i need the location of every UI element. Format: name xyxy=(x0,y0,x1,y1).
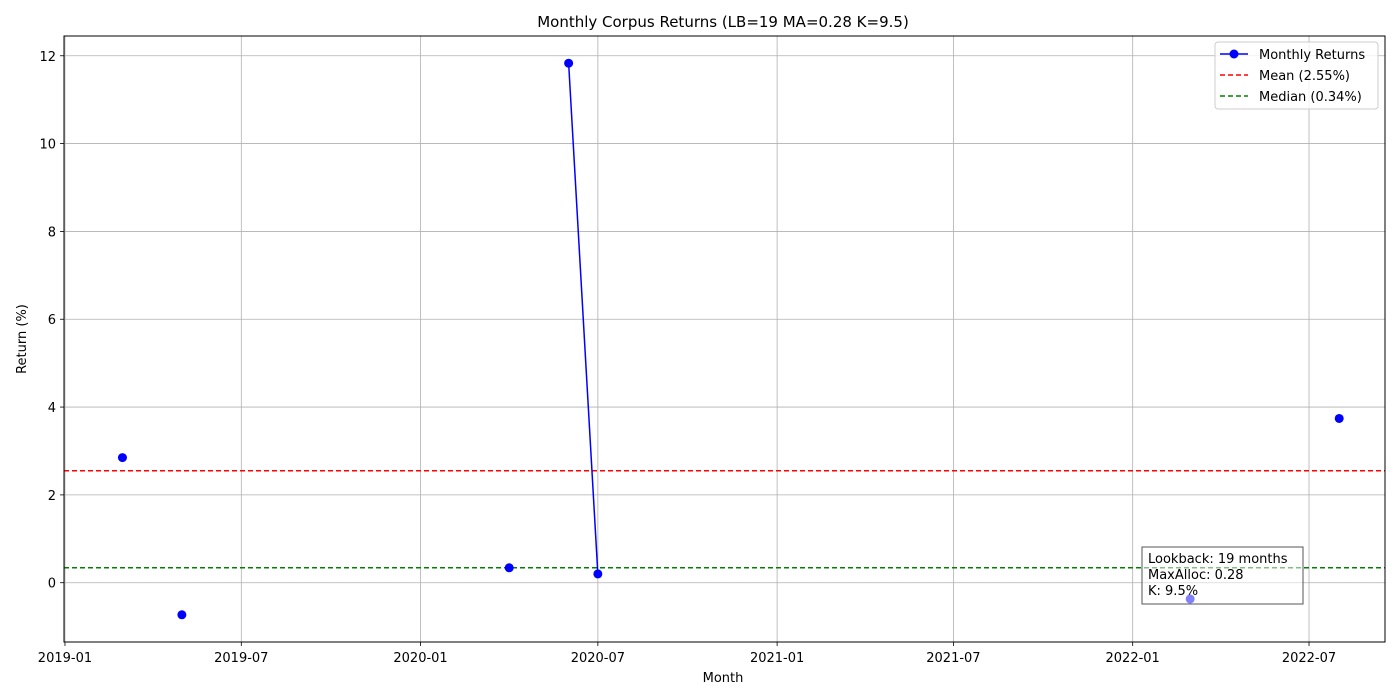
info-box-frame xyxy=(1141,546,1304,605)
series-segment xyxy=(567,63,599,574)
data-point xyxy=(1334,413,1344,423)
data-point xyxy=(564,58,574,68)
y-tick-label: 6 xyxy=(48,313,56,328)
x-tick-label: 2021-01 xyxy=(750,651,804,666)
chart-title: Monthly Corpus Returns (LB=19 MA=0.28 K=… xyxy=(537,13,909,31)
y-tick-label: 12 xyxy=(39,50,56,65)
x-tick-label: 2019-07 xyxy=(214,651,268,666)
y-tick-label: 4 xyxy=(48,401,56,416)
data-point xyxy=(593,569,603,579)
info-box: Lookback: 19 months MaxAlloc: 0.28 K: 9.… xyxy=(1141,546,1304,605)
y-axis-ticks: 0 2 4 6 8 10 12 xyxy=(39,50,64,592)
legend-mean-label: Mean (2.55%) xyxy=(1259,69,1350,84)
info-maxalloc: MaxAlloc: 0.28 xyxy=(1148,568,1244,583)
grid xyxy=(64,36,1385,642)
plot-frame xyxy=(63,35,1386,643)
legend: Monthly Returns Mean (2.55%) Median (0.3… xyxy=(1214,41,1379,110)
data-point xyxy=(117,453,127,463)
data-point xyxy=(504,563,514,573)
y-tick-label: 10 xyxy=(39,138,56,153)
x-axis-ticks: 2019-01 2019-07 2020-01 2020-07 2021-01 2021-… xyxy=(38,642,1336,666)
y-tick-label: 8 xyxy=(48,225,56,240)
x-axis-label: Month xyxy=(703,671,744,686)
y-tick-label: 2 xyxy=(48,489,56,504)
legend-returns-label: Monthly Returns xyxy=(1259,48,1365,63)
x-tick-label: 2020-07 xyxy=(571,651,625,666)
x-tick-label: 2022-07 xyxy=(1282,651,1336,666)
legend-returns-marker xyxy=(1229,49,1239,59)
legend-box xyxy=(1214,41,1379,110)
x-tick-label: 2022-01 xyxy=(1106,651,1160,666)
y-axis-label: Return (%) xyxy=(15,304,30,374)
data-point xyxy=(177,610,187,620)
y-tick-label: 0 xyxy=(48,577,56,592)
legend-median-label: Median (0.34%) xyxy=(1259,90,1362,105)
info-k: K: 9.5% xyxy=(1148,584,1198,599)
x-tick-label: 2019-01 xyxy=(38,651,92,666)
info-lookback: Lookback: 19 months xyxy=(1148,552,1288,567)
x-tick-label: 2020-01 xyxy=(393,651,447,666)
x-tick-label: 2021-07 xyxy=(926,651,980,666)
